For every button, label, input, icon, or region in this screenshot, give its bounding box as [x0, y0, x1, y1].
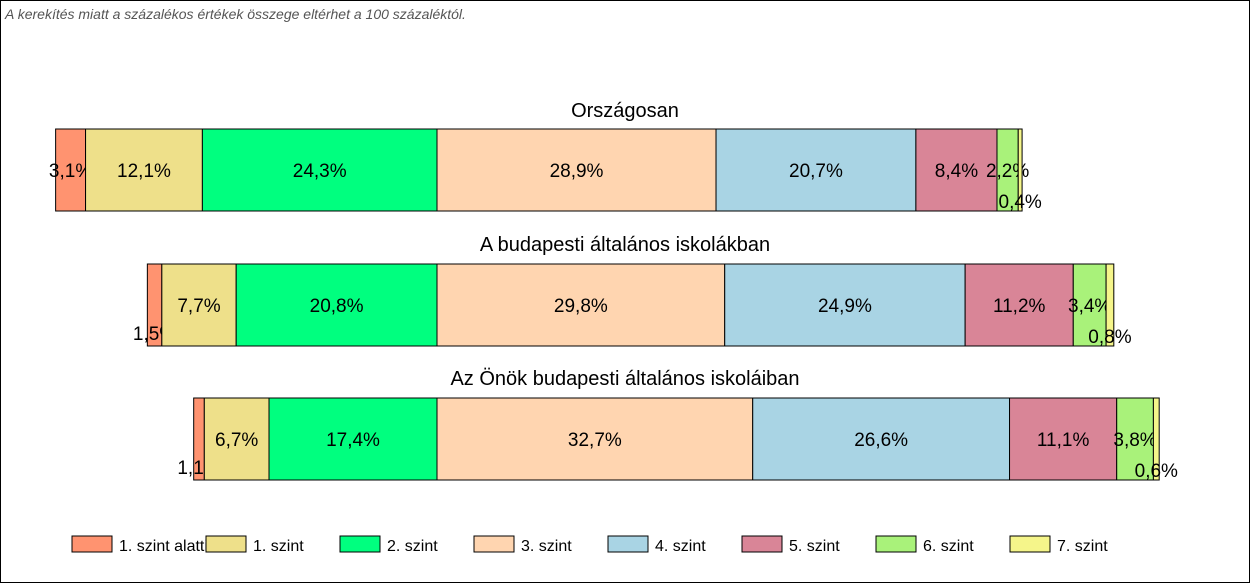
- data-label-g2-6: 11,2%: [993, 296, 1046, 317]
- legend-swatch-4: [473, 535, 515, 553]
- bar-segment-g1-4: [436, 128, 717, 212]
- bar-segment-g1-1: [55, 128, 87, 212]
- data-label-g1-7: 2,2%: [986, 161, 1029, 182]
- data-label-g2-2: 7,7%: [177, 296, 220, 317]
- legend-swatch-7: [875, 535, 917, 553]
- data-label-g1-6: 8,4%: [935, 161, 978, 182]
- legend-swatch-3: [339, 535, 381, 553]
- legend-label-8: 7. szint: [1057, 538, 1108, 555]
- group-title-2: A budapesti általános iskolákban: [480, 234, 770, 256]
- bar-segment-g3-2: [203, 397, 270, 481]
- bar-segment-g3-5: [752, 397, 1011, 481]
- data-label-g1-4: 28,9%: [550, 161, 604, 182]
- legend-label-7: 6. szint: [923, 538, 974, 555]
- data-label-g2-3: 20,8%: [310, 296, 364, 317]
- bar-segment-g1-8: [1017, 128, 1023, 212]
- legend-label-3: 2. szint: [387, 538, 438, 555]
- data-label-g3-6: 11,1%: [1037, 430, 1090, 451]
- bar-segment-g2-5: [724, 263, 966, 347]
- data-label-g2-7: 3,4%: [1068, 296, 1111, 317]
- bar-segment-g2-4: [436, 263, 726, 347]
- legend-swatch-5: [607, 535, 649, 553]
- bar-segment-g1-3: [201, 128, 438, 212]
- bar-segment-g1-2: [85, 128, 203, 212]
- data-label-g1-8: 0,4%: [999, 192, 1042, 213]
- data-label-g2-5: 24,9%: [818, 296, 872, 317]
- bar-segment-g2-3: [235, 263, 438, 347]
- legend-label-6: 5. szint: [789, 538, 840, 555]
- group-title-1: Országosan: [571, 100, 679, 122]
- group-title-3: Az Önök budapesti általános iskoláiban: [450, 368, 799, 390]
- bar-segment-g2-6: [964, 263, 1074, 347]
- rounding-note: A kerekítés miatt a százalékos értékek ö…: [5, 6, 466, 22]
- bar-segment-g3-3: [268, 397, 438, 481]
- data-label-g2-8: 0,8%: [1088, 327, 1131, 348]
- data-label-g2-4: 29,8%: [554, 296, 608, 317]
- data-label-g3-3: 17,4%: [326, 430, 380, 451]
- bar-segment-g1-5: [715, 128, 917, 212]
- bar-segment-g1-6: [915, 128, 998, 212]
- legend-swatch-8: [1009, 535, 1051, 553]
- bar-segment-g2-8: [1105, 263, 1115, 347]
- legend-label-2: 1. szint: [253, 538, 304, 555]
- bar-segment-g2-2: [161, 263, 237, 347]
- data-label-g3-7: 3,8%: [1113, 430, 1156, 451]
- data-label-g3-4: 32,7%: [568, 430, 622, 451]
- legend-label-4: 3. szint: [521, 538, 572, 555]
- data-label-g1-3: 24,3%: [293, 161, 347, 182]
- data-label-g1-1: 3,1%: [49, 161, 92, 182]
- legend-label-5: 4. szint: [655, 538, 706, 555]
- legend-swatch-2: [205, 535, 247, 553]
- data-label-g3-5: 26,6%: [854, 430, 908, 451]
- data-label-g3-8: 0,6%: [1135, 461, 1178, 482]
- legend-swatch-1: [71, 535, 113, 553]
- bar-segment-g3-7: [1116, 397, 1154, 481]
- data-label-g1-2: 12,1%: [117, 161, 171, 182]
- legend-swatch-6: [741, 535, 783, 553]
- legend-label-1: 1. szint alatti: [119, 538, 208, 555]
- bar-segment-g3-4: [436, 397, 754, 481]
- data-label-g3-2: 6,7%: [215, 430, 258, 451]
- bar-segment-g3-8: [1152, 397, 1160, 481]
- data-label-g1-5: 20,7%: [789, 161, 843, 182]
